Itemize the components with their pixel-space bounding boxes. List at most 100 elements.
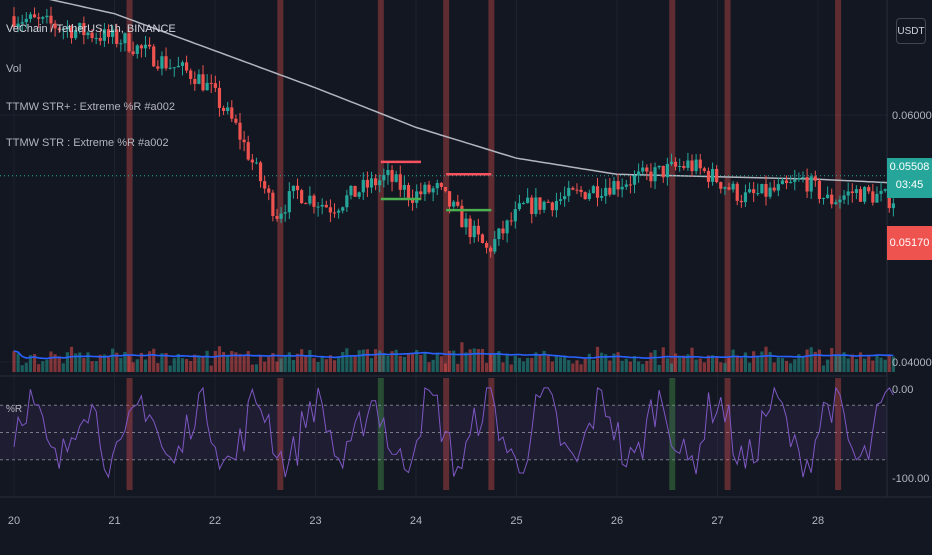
candle-body xyxy=(394,174,398,182)
last-price-value: 0.05508 xyxy=(889,161,930,173)
candle-body xyxy=(690,160,694,172)
indicator-vol-label[interactable]: Vol xyxy=(6,63,22,75)
candle-body xyxy=(809,176,813,192)
chart-title[interactable]: VeChain / TetherUS, 1h, BINANCE xyxy=(6,23,176,35)
volume-bar xyxy=(193,354,197,372)
candle-body xyxy=(887,189,891,209)
volume-bar xyxy=(135,359,139,372)
volume-bar xyxy=(883,359,887,372)
x-tick-label: 23 xyxy=(309,515,321,527)
volume-bar xyxy=(891,356,895,372)
volume-bar xyxy=(394,349,398,372)
volume-bar xyxy=(624,358,628,372)
volume-bar xyxy=(197,355,201,372)
indicator-str-plus-label[interactable]: TTMW STR+ : Extreme %R #a002 xyxy=(6,101,176,113)
candle-body xyxy=(530,197,534,214)
volume-bar xyxy=(246,351,250,372)
volume-bar xyxy=(604,354,608,372)
candle-body xyxy=(32,14,37,18)
signal-marker-oscillator xyxy=(126,378,133,490)
candle-body xyxy=(575,189,579,191)
volume-bar xyxy=(673,353,678,372)
candle-body xyxy=(805,177,809,192)
candle-body xyxy=(349,185,353,196)
candle-body xyxy=(558,199,563,201)
volume-bar xyxy=(793,359,797,372)
indicator-str-label[interactable]: TTMW STR : Extreme %R #a002 xyxy=(6,137,169,149)
volume-bar xyxy=(324,359,328,372)
candle-body xyxy=(858,189,863,202)
candle-body xyxy=(258,162,263,182)
candle-body xyxy=(780,180,785,185)
volume-bar xyxy=(205,350,209,372)
volume-bar xyxy=(460,342,464,372)
volume-bar xyxy=(374,349,378,372)
volume-bar xyxy=(867,356,871,372)
volume-bar xyxy=(747,362,752,372)
volume-bar xyxy=(152,348,156,372)
candle-body xyxy=(735,183,739,201)
volume-bar xyxy=(242,355,246,372)
candle-body xyxy=(308,195,312,204)
oscillator-label: %R xyxy=(6,404,23,415)
candle-body xyxy=(378,180,382,186)
volume-bar xyxy=(756,356,760,372)
signal-marker-oscillator xyxy=(669,378,676,490)
volume-bar xyxy=(254,364,259,372)
volume-bar xyxy=(887,354,891,372)
candle-body xyxy=(509,220,513,222)
volume-bar xyxy=(180,358,185,372)
candle-body xyxy=(653,167,657,182)
volume-bar xyxy=(776,357,780,372)
candle-body xyxy=(460,205,464,228)
volume-bar xyxy=(78,352,82,372)
candle-body xyxy=(238,122,242,140)
volume-bar xyxy=(875,354,879,372)
volume-bar xyxy=(797,354,801,372)
volume-bar xyxy=(271,353,275,372)
volume-bar xyxy=(390,351,394,372)
candle-body xyxy=(624,184,628,187)
candle-body xyxy=(764,184,768,197)
candle-body xyxy=(242,139,246,143)
volume-bar xyxy=(74,353,78,372)
candle-body xyxy=(554,200,559,211)
signal-marker-oscillator xyxy=(488,378,495,490)
candle-body xyxy=(98,37,102,41)
candle-body xyxy=(719,182,723,189)
volume-bar xyxy=(476,349,480,372)
volume-bar xyxy=(24,362,28,372)
candle-body xyxy=(82,23,86,36)
volume-bar xyxy=(698,358,702,372)
volume-bar xyxy=(94,361,98,372)
volume-bar xyxy=(780,357,785,372)
candle-body xyxy=(61,29,65,31)
volume-bar xyxy=(739,358,743,372)
candle-body xyxy=(641,167,645,172)
x-tick-label: 24 xyxy=(410,515,422,527)
candle-body xyxy=(875,193,879,203)
candle-body xyxy=(645,167,649,172)
candle-body xyxy=(234,118,238,123)
candle-body xyxy=(694,159,698,172)
candle-body xyxy=(341,207,345,211)
candle-body xyxy=(45,15,49,18)
candle-body xyxy=(447,191,452,207)
volume-bar xyxy=(772,362,776,372)
volume-bar xyxy=(427,362,431,372)
candle-body xyxy=(756,193,760,195)
volume-bar xyxy=(595,346,600,372)
volume-bar xyxy=(143,359,148,372)
volume-bar xyxy=(863,358,867,372)
candle-body xyxy=(398,174,402,190)
volume-bar xyxy=(119,357,123,372)
currency-button[interactable]: USDT xyxy=(896,18,926,44)
signal-marker-oscillator xyxy=(724,378,731,490)
candle-body xyxy=(402,185,406,190)
volume-bar xyxy=(480,348,485,372)
volume-bar xyxy=(583,358,587,372)
candle-body xyxy=(74,30,78,39)
candle-body xyxy=(164,56,168,69)
signal-marker xyxy=(669,0,676,372)
